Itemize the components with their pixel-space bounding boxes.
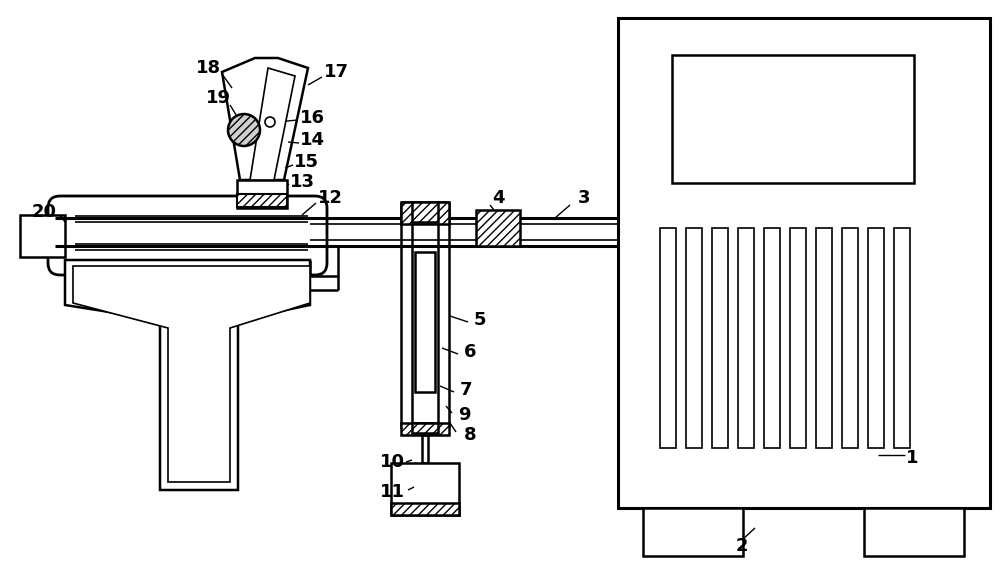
Text: 17: 17 [324, 63, 349, 81]
FancyBboxPatch shape [48, 196, 327, 275]
Polygon shape [250, 68, 295, 180]
Bar [476, 210, 520, 246]
Bar [412, 202, 438, 222]
Text: 13: 13 [290, 173, 315, 191]
Text: 14: 14 [300, 131, 325, 149]
Bar [864, 508, 964, 556]
Bar [237, 194, 287, 207]
Bar [643, 508, 743, 556]
Text: 12: 12 [318, 189, 343, 207]
Text: 5: 5 [474, 311, 486, 329]
Bar [618, 18, 990, 508]
Bar [790, 228, 806, 448]
Text: 20: 20 [32, 203, 57, 221]
Bar [738, 228, 754, 448]
Text: 4: 4 [492, 189, 504, 207]
Text: 11: 11 [380, 483, 404, 501]
Polygon shape [222, 58, 308, 180]
Bar [764, 228, 780, 448]
Text: 9: 9 [458, 406, 470, 424]
Bar [401, 423, 449, 435]
Text: 6: 6 [464, 343, 476, 361]
Polygon shape [73, 266, 310, 482]
Text: 1: 1 [906, 449, 918, 467]
Text: 3: 3 [578, 189, 590, 207]
Bar [842, 228, 858, 448]
Bar [422, 435, 428, 463]
Circle shape [228, 114, 260, 146]
Bar [391, 463, 459, 515]
Bar [816, 228, 832, 448]
Text: 10: 10 [380, 453, 404, 471]
Bar [415, 252, 435, 392]
Text: 15: 15 [294, 153, 319, 171]
Bar [237, 180, 287, 208]
Bar [894, 228, 910, 448]
Bar [401, 202, 449, 224]
Bar [412, 423, 438, 433]
Text: 16: 16 [300, 109, 325, 127]
Text: 2: 2 [736, 537, 748, 555]
Bar [672, 55, 914, 183]
Text: 8: 8 [464, 426, 476, 444]
Text: 7: 7 [460, 381, 472, 399]
Bar [868, 228, 884, 448]
Polygon shape [65, 260, 310, 490]
Text: 18: 18 [195, 59, 221, 77]
Bar [712, 228, 728, 448]
Bar [660, 228, 676, 448]
Text: 19: 19 [206, 89, 231, 107]
Circle shape [265, 117, 275, 127]
Bar [391, 503, 459, 515]
Bar [20, 215, 65, 257]
Bar [401, 224, 449, 404]
Bar [686, 228, 702, 448]
